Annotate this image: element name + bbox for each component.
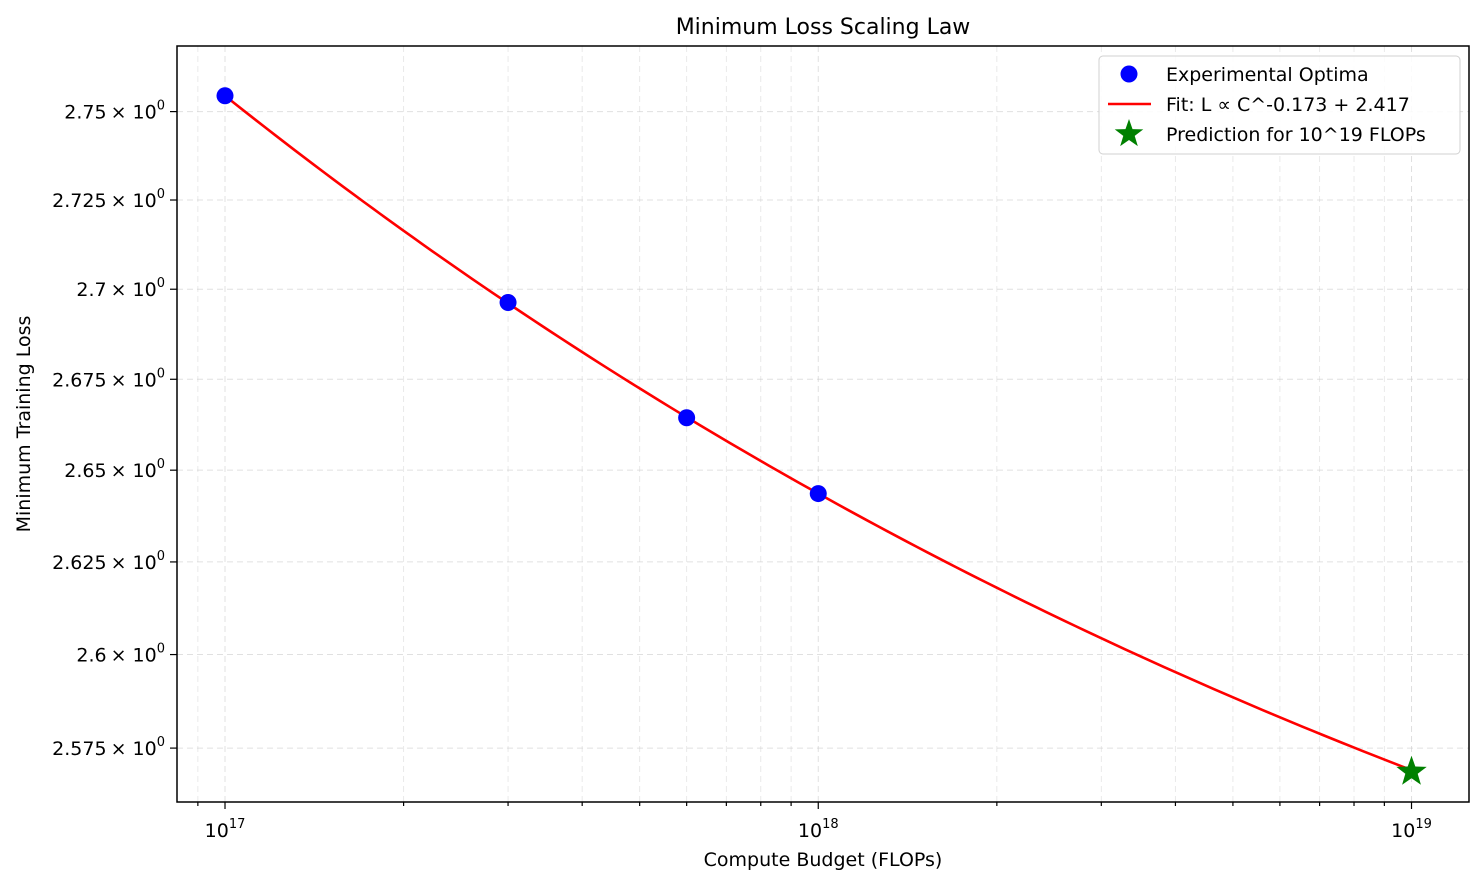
y-tick-value: 2.7 [76, 279, 106, 301]
x-tick-label: 1018 [798, 817, 839, 842]
y-tick-label: 2.675 × 100 [52, 366, 165, 391]
y-tick-value: 2.675 [52, 369, 106, 391]
y-tick-base: × 10 [111, 190, 157, 212]
y-tick-exponent: 0 [157, 276, 165, 291]
x-tick-exponent: 17 [229, 817, 246, 832]
y-tick-base: × 10 [111, 279, 157, 301]
y-tick-base: × 10 [111, 102, 157, 124]
y-tick-base: × 10 [111, 369, 157, 391]
legend-marker-star [1114, 119, 1144, 147]
y-tick-base: × 10 [111, 460, 157, 482]
y-tick-exponent: 0 [157, 735, 165, 750]
y-tick-label: 2.6 × 100 [76, 642, 165, 667]
experimental-optimum-point [499, 294, 517, 312]
x-axis-ticks: 1017 1018 1019 [197, 802, 1432, 842]
y-tick-label: 2.725 × 100 [52, 187, 165, 212]
legend: Experimental Optima Fit: L ∝ C^-0.173 + 2… [1098, 55, 1461, 155]
y-tick-label: 2.7 × 100 [76, 276, 165, 301]
x-tick-exponent: 18 [822, 817, 839, 832]
legend-box [1098, 55, 1461, 155]
y-tick-base: × 10 [111, 552, 157, 574]
legend-label-prediction: Prediction for 10^19 FLOPs [1166, 124, 1426, 146]
y-tick-base: × 10 [111, 738, 157, 760]
y-tick-exponent: 0 [157, 549, 165, 564]
y-tick-label: 2.65 × 100 [64, 457, 165, 482]
y-tick-value: 2.725 [52, 190, 106, 212]
x-tick-mantissa: 10 [205, 820, 229, 842]
x-tick-mantissa: 10 [1391, 820, 1415, 842]
legend-label-fit: Fit: L ∝ C^-0.173 + 2.417 [1166, 94, 1410, 116]
grid-lines [177, 46, 1469, 802]
prediction-star-point [1396, 755, 1427, 785]
experimental-optimum-point [809, 485, 827, 503]
legend-label-experimental: Experimental Optima [1166, 64, 1369, 86]
x-tick-mantissa: 10 [798, 820, 822, 842]
x-axis-label: Compute Budget (FLOPs) [704, 849, 943, 871]
y-tick-label: 2.625 × 100 [52, 549, 165, 574]
y-axis-label: Minimum Training Loss [13, 316, 35, 533]
y-tick-value: 2.625 [52, 552, 106, 574]
chart-title: Minimum Loss Scaling Law [676, 15, 971, 40]
y-tick-value: 2.6 [76, 645, 106, 667]
y-tick-value: 2.65 [64, 460, 106, 482]
experimental-optimum-point [216, 87, 234, 105]
experimental-optimum-point [678, 409, 696, 427]
y-tick-exponent: 0 [157, 99, 165, 114]
y-tick-label: 2.575 × 100 [52, 735, 165, 760]
y-tick-base: × 10 [111, 645, 157, 667]
y-tick-label: 2.75 × 100 [64, 99, 165, 124]
y-tick-exponent: 0 [157, 366, 165, 381]
x-tick-exponent: 19 [1415, 817, 1432, 832]
axes-frame [176, 45, 1470, 803]
y-tick-exponent: 0 [157, 642, 165, 657]
y-tick-exponent: 0 [157, 187, 165, 202]
x-tick-label: 1019 [1391, 817, 1432, 842]
x-tick-label: 1017 [205, 817, 246, 842]
y-tick-value: 2.75 [64, 102, 106, 124]
y-tick-exponent: 0 [157, 457, 165, 472]
plot-area [216, 87, 1427, 785]
legend-marker-scatter [1120, 65, 1138, 83]
y-tick-value: 2.575 [52, 738, 106, 760]
